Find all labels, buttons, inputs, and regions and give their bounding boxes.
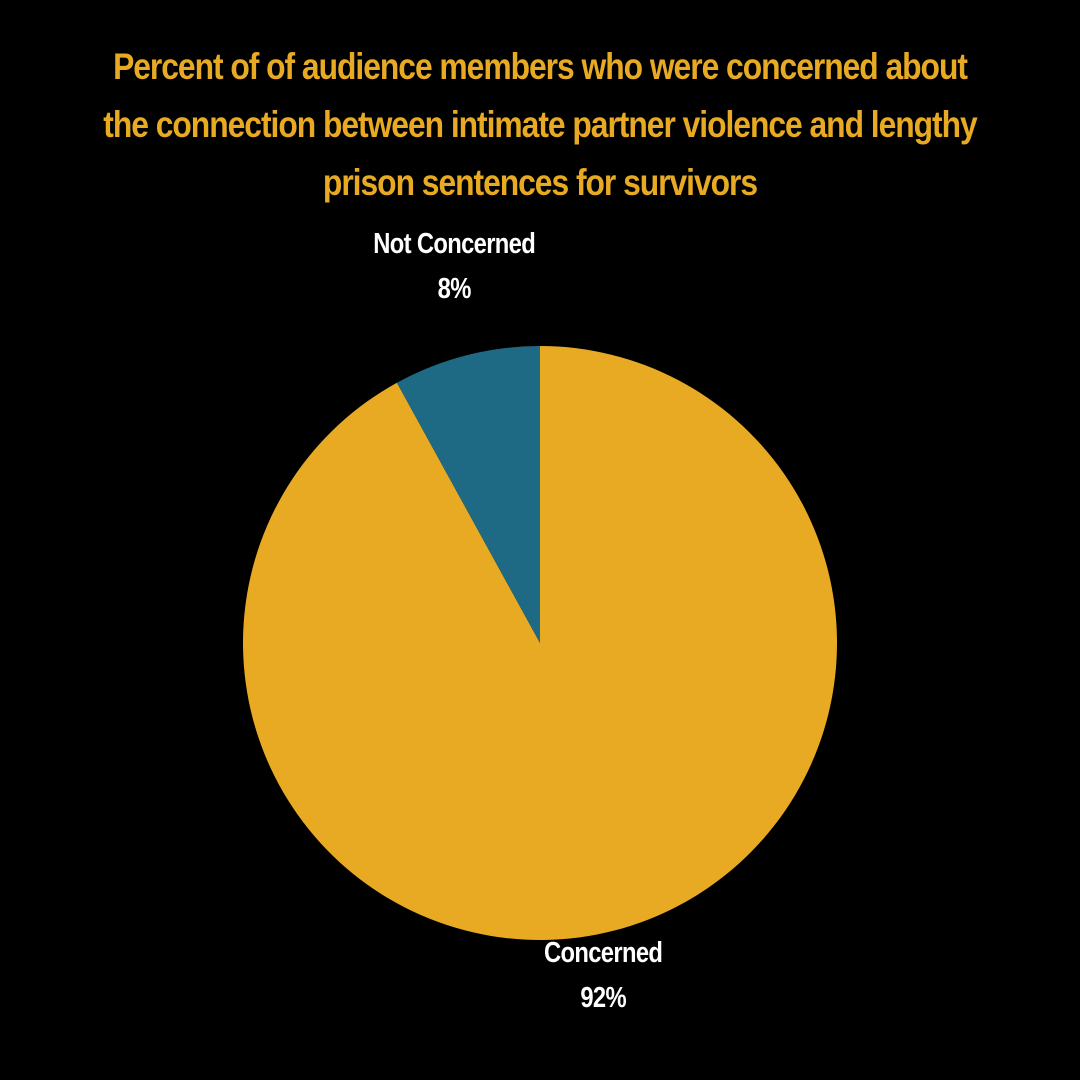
slice-label-concerned: Concerned xyxy=(544,936,662,969)
slice-value-not-concerned: 8% xyxy=(438,272,471,305)
slice-concerned xyxy=(242,346,837,940)
slice-not-concerned xyxy=(396,346,540,643)
chart-title: Percent of of audience members who were … xyxy=(103,46,977,203)
slice-label-not-concerned: Not Concerned xyxy=(373,227,535,260)
slice-value-concerned: 92% xyxy=(580,981,626,1014)
